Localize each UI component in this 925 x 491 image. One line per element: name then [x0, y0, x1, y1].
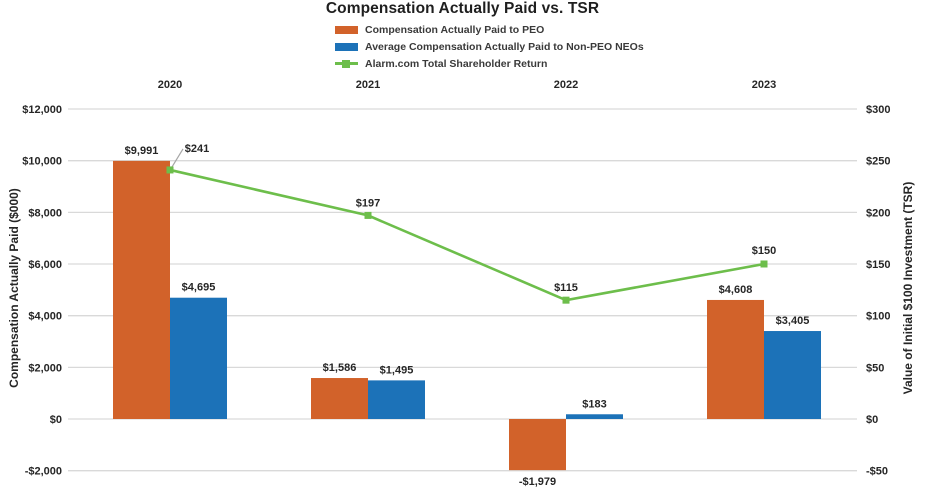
neo-bar-swatch-icon	[335, 42, 358, 51]
bar-peo	[707, 299, 764, 419]
year-label: 2021	[356, 79, 380, 91]
left-axis-tick-label: $10,000	[22, 156, 62, 168]
bar-value-label: $3,405	[776, 315, 810, 327]
legend-item-neo: Average Compensation Actually Paid to No…	[335, 38, 644, 55]
tsr-line-swatch-icon	[335, 59, 358, 68]
left-axis-tick-label: $4,000	[28, 311, 62, 323]
bar-neo	[566, 414, 623, 419]
legend: Compensation Actually Paid to PEO Averag…	[335, 21, 644, 72]
left-axis-tick-label: $12,000	[22, 104, 62, 116]
year-label: 2023	[752, 79, 776, 91]
right-axis-tick-label: $50	[866, 362, 884, 374]
right-axis-tick-label: $100	[866, 311, 890, 323]
bar-value-label: -$1,979	[519, 476, 556, 488]
bar-peo	[509, 419, 566, 471]
leader-line	[171, 148, 184, 168]
bar-value-label: $1,495	[380, 364, 414, 376]
right-axis-tick-label: $150	[866, 259, 890, 271]
left-axis-tick-label: $2,000	[28, 362, 62, 374]
tsr-marker	[760, 260, 768, 268]
tsr-value-label: $197	[356, 197, 380, 209]
legend-label: Average Compensation Actually Paid to No…	[365, 40, 644, 53]
right-axis-tick-label: $300	[866, 104, 890, 116]
bar-peo	[113, 160, 170, 420]
tsr-marker	[166, 166, 174, 174]
year-label: 2020	[158, 79, 182, 91]
peo-bar-swatch-icon	[335, 25, 358, 34]
bar-value-label: $1,586	[323, 362, 357, 374]
tsr-marker	[562, 296, 570, 304]
legend-item-peo: Compensation Actually Paid to PEO	[335, 21, 644, 38]
left-axis-tick-label: $6,000	[28, 259, 62, 271]
right-axis-tick-label: $250	[866, 156, 890, 168]
bar-value-label: $4,608	[719, 284, 753, 296]
right-axis-tick-label: -$50	[866, 466, 888, 478]
left-axis-tick-label: $0	[50, 414, 62, 426]
tsr-value-label: $241	[185, 143, 209, 155]
tsr-value-label: $115	[554, 282, 578, 294]
bar-value-label: $9,991	[125, 145, 159, 157]
bar-peo	[311, 378, 368, 419]
left-axis-tick-label: $8,000	[28, 207, 62, 219]
legend-label: Compensation Actually Paid to PEO	[365, 23, 545, 36]
bar-value-label: $4,695	[182, 282, 216, 294]
chart-title: Compensation Actually Paid vs. TSR	[325, 0, 600, 17]
legend-item-tsr: Alarm.com Total Shareholder Return	[335, 55, 644, 72]
tsr-marker	[364, 211, 372, 219]
left-axis-tick-label: -$2,000	[25, 466, 62, 478]
tsr-value-label: $150	[752, 245, 776, 257]
bar-neo	[368, 380, 425, 419]
bar-neo	[170, 297, 227, 419]
right-axis-tick-label: $200	[866, 207, 890, 219]
year-label: 2022	[554, 79, 578, 91]
right-axis-tick-label: $0	[866, 414, 878, 426]
legend-label: Alarm.com Total Shareholder Return	[365, 57, 548, 70]
bar-neo	[764, 331, 821, 419]
bar-value-label: $183	[582, 398, 606, 410]
tsr-line	[169, 168, 765, 302]
